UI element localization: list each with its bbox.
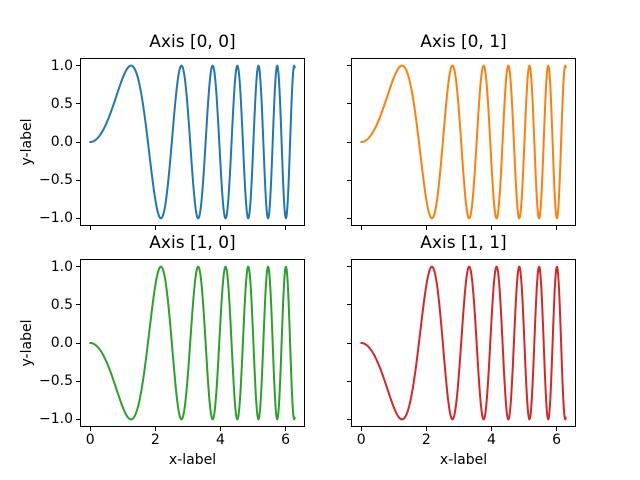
x-tick-mark — [285, 226, 287, 230]
y-tick-mark — [347, 266, 351, 268]
y-tick-label: −0.5 — [39, 373, 73, 390]
x-tick-mark — [219, 427, 221, 431]
x-tick-mark — [490, 226, 492, 230]
y-tick-label: 0.5 — [50, 95, 73, 112]
y-tick-label: −1.0 — [39, 411, 73, 428]
subplot-0-0: Axis [0, 0] y-label x-label 1.00.50.0−0.… — [19, 34, 305, 230]
y-axis-label: y-label — [19, 319, 35, 367]
x-tick-mark — [556, 427, 558, 431]
y-tick-label: 0.0 — [50, 134, 73, 150]
y-tick-mark — [347, 342, 351, 344]
y-tick-mark — [76, 342, 80, 344]
plot-area — [89, 265, 296, 421]
y-tick-mark — [347, 304, 351, 306]
x-tick-mark — [219, 226, 221, 230]
y-tick-mark — [347, 217, 351, 219]
x-tick-mark — [425, 226, 427, 230]
subplot-title: Axis [0, 0] — [149, 32, 236, 52]
line-series — [89, 64, 296, 220]
y-tick-mark — [347, 65, 351, 67]
x-tick-label: 4 — [486, 432, 496, 448]
line-series — [89, 265, 296, 421]
plot-area — [360, 265, 567, 421]
x-tick-mark — [285, 427, 287, 431]
y-tick-mark — [347, 380, 351, 382]
y-tick-label: 1.0 — [50, 258, 73, 275]
y-axis-label: y-label — [19, 118, 35, 166]
y-tick-mark — [76, 380, 80, 382]
y-tick-mark — [76, 65, 80, 67]
x-tick-label: 4 — [215, 432, 225, 448]
x-tick-label: 6 — [552, 432, 562, 448]
x-tick-mark — [556, 226, 558, 230]
y-tick-mark — [347, 418, 351, 420]
subplot-title: Axis [0, 1] — [420, 32, 507, 52]
subplot-0-1: Axis [0, 1] y-label x-label — [347, 34, 576, 230]
x-tick-label: 2 — [421, 432, 431, 448]
y-tick-mark — [347, 103, 351, 105]
line-series — [360, 265, 567, 421]
subplot-title: Axis [1, 1] — [420, 233, 507, 253]
subplot-1-0: Axis [1, 0] y-label x-label 0 2 4 6 1.0 0.5 0.… — [19, 235, 305, 467]
x-tick-mark — [360, 226, 362, 230]
x-tick-mark — [154, 226, 156, 230]
x-tick-label: 0 — [356, 432, 366, 448]
plot-area — [89, 64, 296, 220]
y-tick-mark — [347, 179, 351, 181]
y-tick-mark — [76, 304, 80, 306]
y-tick-label: 1.0 — [50, 57, 73, 74]
x-tick-label: 6 — [281, 432, 291, 448]
x-tick-mark — [360, 427, 362, 431]
x-tick-mark — [154, 427, 156, 431]
y-tick-label: −0.5 — [39, 172, 73, 189]
plot-area — [360, 64, 567, 220]
subplot-title: Axis [1, 0] — [149, 233, 236, 253]
x-axis-label: x-label — [439, 452, 488, 468]
y-tick-mark — [76, 266, 80, 268]
x-tick-mark — [490, 427, 492, 431]
y-tick-mark — [76, 103, 80, 105]
x-tick-label: 0 — [85, 432, 95, 448]
x-tick-mark — [89, 226, 91, 230]
x-tick-label: 2 — [150, 432, 160, 448]
y-tick-mark — [76, 418, 80, 420]
y-tick-mark — [347, 141, 351, 143]
line-series — [360, 64, 567, 220]
x-tick-mark — [425, 427, 427, 431]
y-tick-label: 0.5 — [50, 296, 73, 313]
y-tick-mark — [76, 179, 80, 181]
y-tick-label: 0.0 — [50, 335, 73, 351]
y-tick-mark — [76, 141, 80, 143]
x-tick-mark — [89, 427, 91, 431]
y-tick-mark — [76, 217, 80, 219]
x-axis-label: x-label — [168, 452, 217, 468]
y-tick-label: −1.0 — [39, 210, 73, 227]
